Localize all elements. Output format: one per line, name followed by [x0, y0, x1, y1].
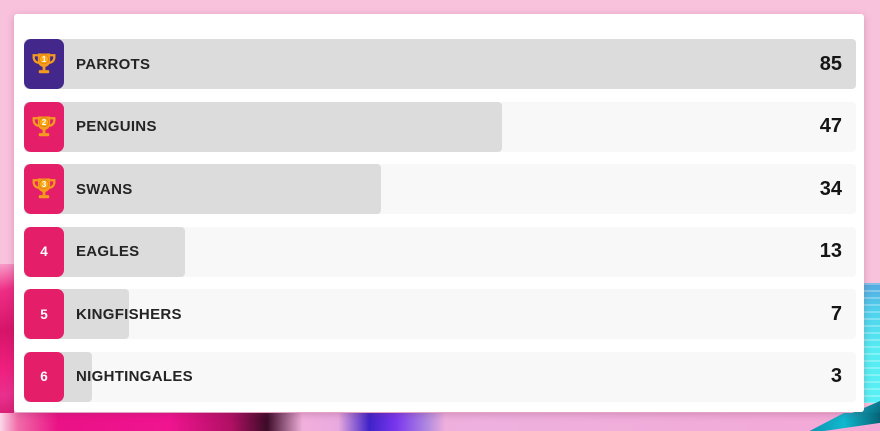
wallpaper-bottom-strip	[0, 413, 880, 431]
rank-badge: 2	[24, 101, 64, 152]
wallpaper-bottom-teal-shape	[809, 413, 880, 431]
leaderboard-row: 6 NIGHTINGALES 3	[24, 351, 856, 402]
leaderboard-row: 2 PENGUINS 47	[24, 101, 856, 152]
score-bar-fill	[24, 164, 381, 214]
rank-badge: 4	[24, 226, 64, 277]
team-name: KINGFISHERS	[76, 305, 182, 323]
leaderboard-row: 3 SWANS 34	[24, 164, 856, 214]
team-score: 7	[830, 302, 842, 325]
team-name: EAGLES	[76, 243, 140, 260]
score-track	[24, 351, 856, 402]
team-name: SWANS	[76, 180, 133, 198]
team-score: 85	[819, 52, 842, 75]
rank-number: 2	[42, 117, 47, 126]
rank-number: 3	[42, 180, 47, 189]
trophy-icon: 3	[32, 178, 56, 199]
trophy-icon: 1	[32, 53, 56, 74]
leaderboard-rows: 1 PARROTS 85 2 PENGUINS 47 3 SWANS 34 4 EAGLES 13 5 K…	[24, 39, 856, 402]
rank-number: 4	[40, 244, 48, 259]
rank-badge: 6	[24, 351, 64, 402]
team-score: 47	[819, 115, 842, 137]
wallpaper-right-cyan-shape	[863, 283, 880, 403]
wallpaper-left-magenta-shape	[0, 264, 14, 431]
team-score: 3	[830, 365, 842, 387]
leaderboard-row: 4 EAGLES 13	[24, 226, 856, 277]
wallpaper-bottom-magenta-shape	[0, 413, 445, 431]
leaderboard-card: 1 PARROTS 85 2 PENGUINS 47 3 SWANS 34 4 EAGLES 13 5 K…	[14, 14, 864, 412]
leaderboard-row: 5 KINGFISHERS 7	[24, 289, 856, 339]
score-bar-fill	[24, 101, 502, 152]
team-score: 13	[819, 240, 842, 262]
team-name: NIGHTINGALES	[76, 368, 193, 385]
rank-number: 6	[40, 369, 48, 384]
rank-number: 5	[40, 306, 48, 322]
rank-badge: 1	[24, 39, 64, 89]
rank-badge: 3	[24, 164, 64, 214]
team-name: PARROTS	[76, 55, 151, 73]
trophy-icon: 2	[32, 116, 56, 136]
score-bar-fill	[24, 39, 856, 89]
score-track	[24, 289, 856, 339]
team-name: PENGUINS	[76, 118, 157, 135]
leaderboard-row: 1 PARROTS 85	[24, 39, 856, 89]
rank-number: 1	[42, 55, 47, 64]
rank-badge: 5	[24, 289, 64, 339]
team-score: 34	[819, 177, 842, 200]
